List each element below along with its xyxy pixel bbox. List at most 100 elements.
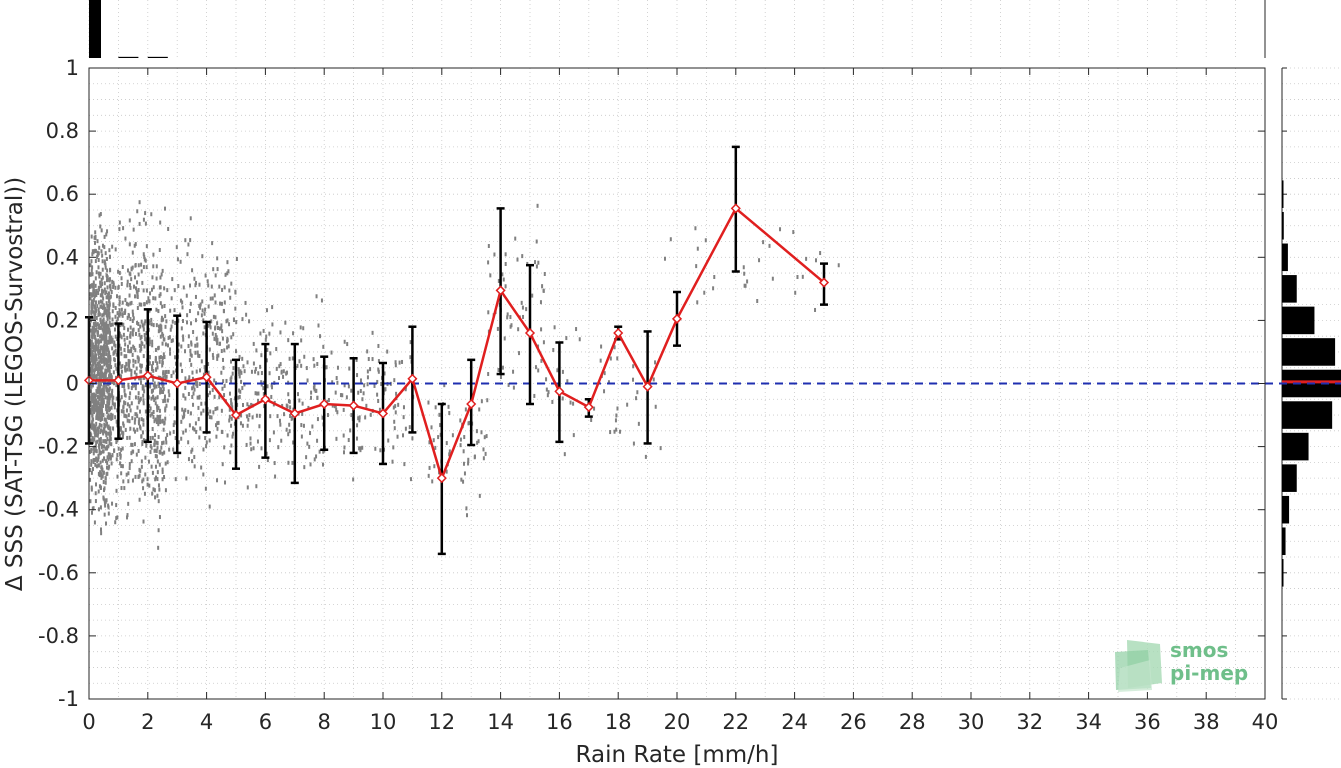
scatter-point xyxy=(106,268,109,273)
scatter-point xyxy=(100,228,103,233)
scatter-point xyxy=(105,446,108,451)
scatter-point xyxy=(128,349,131,354)
scatter-point xyxy=(142,354,145,359)
mean-marker xyxy=(642,381,653,392)
scatter-point xyxy=(607,380,610,385)
y-tick-label: 0.4 xyxy=(46,245,79,269)
scatter-point xyxy=(502,277,505,282)
scatter-point xyxy=(208,384,211,389)
scatter-point xyxy=(100,413,103,418)
scatter-point xyxy=(280,369,283,374)
scatter-point xyxy=(116,452,119,457)
scatter-point xyxy=(163,398,166,403)
scatter-point xyxy=(196,383,199,388)
scatter-point xyxy=(111,322,114,327)
scatter-point xyxy=(171,277,174,282)
scatter-point xyxy=(97,271,100,276)
x-tick-label: 0 xyxy=(82,710,95,734)
scatter-point xyxy=(143,491,146,496)
scatter-point xyxy=(91,309,94,314)
scatter-point xyxy=(427,473,430,478)
scatter-point xyxy=(141,430,144,435)
scatter-point xyxy=(140,346,143,351)
scatter-point xyxy=(118,302,121,307)
right-histogram-bar xyxy=(1282,495,1290,524)
scatter-point xyxy=(101,467,104,472)
scatter-point xyxy=(151,395,154,400)
scatter-point xyxy=(94,433,97,438)
scatter-point xyxy=(216,341,219,346)
scatter-point xyxy=(122,423,125,428)
scatter-point xyxy=(189,238,192,243)
scatter-point xyxy=(104,369,107,374)
scatter-point xyxy=(105,521,108,526)
scatter-point xyxy=(401,359,404,364)
scatter-point xyxy=(346,342,349,347)
scatter-point xyxy=(100,249,103,254)
scatter-point xyxy=(89,468,92,473)
scatter-point xyxy=(130,451,133,456)
scatter-point xyxy=(517,327,520,332)
scatter-point xyxy=(431,479,434,484)
scatter-point xyxy=(287,432,290,437)
scatter-point xyxy=(237,395,240,400)
scatter-point xyxy=(150,212,153,217)
scatter-point xyxy=(167,369,170,374)
scatter-point xyxy=(269,414,272,419)
scatter-point xyxy=(485,434,488,439)
scatter-point xyxy=(131,318,134,323)
scatter-point xyxy=(145,265,148,270)
scatter-point xyxy=(509,324,512,329)
scatter-point xyxy=(556,368,559,373)
scatter-point xyxy=(118,295,121,300)
scatter-point xyxy=(260,380,263,385)
scatter-point xyxy=(613,429,616,434)
scatter-point xyxy=(482,447,485,452)
right-histogram-bar xyxy=(1282,464,1297,492)
scatter-point xyxy=(545,377,548,382)
scatter-point xyxy=(278,376,281,381)
scatter-point xyxy=(160,272,163,277)
scatter-point xyxy=(342,433,345,438)
scatter-point xyxy=(265,308,268,313)
scatter-point xyxy=(152,296,155,301)
scatter-point xyxy=(712,286,715,291)
scatter-point xyxy=(196,381,199,386)
scatter-point xyxy=(98,408,101,413)
scatter-point xyxy=(100,368,103,373)
scatter-point xyxy=(210,415,213,420)
scatter-point xyxy=(92,348,95,353)
scatter-point xyxy=(268,371,271,376)
scatter-point xyxy=(105,232,108,237)
scatter-point xyxy=(197,417,200,422)
scatter-point xyxy=(142,418,145,423)
scatter-point xyxy=(111,317,114,322)
scatter-point xyxy=(108,406,111,411)
scatter-point xyxy=(155,323,158,328)
scatter-point xyxy=(221,357,224,362)
scatter-point xyxy=(107,444,110,449)
scatter-point xyxy=(336,365,339,370)
scatter-point xyxy=(106,415,109,420)
scatter-point xyxy=(347,438,350,443)
scatter-point xyxy=(128,435,131,440)
scatter-point xyxy=(201,254,204,259)
scatter-point xyxy=(103,281,106,286)
scatter-point xyxy=(223,393,226,398)
scatter-point xyxy=(134,386,137,391)
scatter-point xyxy=(282,374,285,379)
scatter-point xyxy=(127,313,130,318)
scatter-point xyxy=(105,290,108,295)
scatter-point xyxy=(222,365,225,370)
scatter-point xyxy=(184,428,187,433)
mean-marker xyxy=(289,408,300,419)
mean-marker xyxy=(201,372,212,383)
scatter-point xyxy=(507,382,510,387)
scatter-point xyxy=(99,470,102,475)
scatter-point xyxy=(162,352,165,357)
scatter-point xyxy=(207,283,210,288)
scatter-point xyxy=(92,359,95,364)
scatter-point xyxy=(348,366,351,371)
scatter-point xyxy=(143,344,146,349)
scatter-point xyxy=(130,386,133,391)
